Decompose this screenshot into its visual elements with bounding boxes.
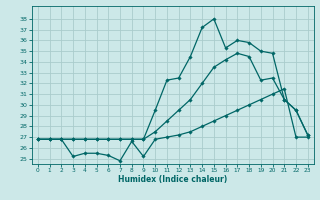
X-axis label: Humidex (Indice chaleur): Humidex (Indice chaleur) [118,175,228,184]
